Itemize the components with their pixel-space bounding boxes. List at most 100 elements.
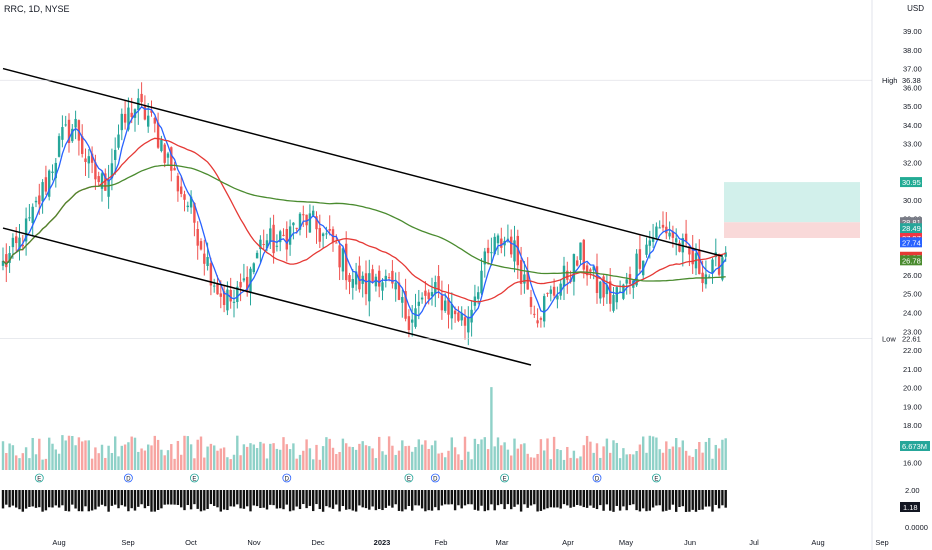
- volume-bar: [533, 457, 536, 470]
- candle-body: [328, 228, 331, 231]
- candle-body: [193, 202, 196, 223]
- oscillator-bar: [206, 490, 209, 510]
- candle-body: [401, 297, 404, 303]
- candle-body: [549, 289, 552, 294]
- oscillator-bar: [140, 490, 143, 505]
- y-tick-label: 32.00: [903, 158, 922, 167]
- candle-body: [64, 124, 67, 126]
- volume-bar: [315, 444, 318, 470]
- volume-bar: [625, 454, 628, 470]
- price-tag: [900, 255, 922, 266]
- volume-bar: [137, 451, 140, 470]
- oscillator-bar: [242, 490, 246, 509]
- candle-body: [338, 245, 341, 268]
- candle-body: [384, 275, 387, 281]
- oscillator-bar: [569, 490, 572, 508]
- candle-body: [5, 254, 8, 268]
- oscillator-bar: [420, 490, 424, 509]
- volume-bar: [288, 449, 292, 470]
- volume-bar: [523, 443, 526, 470]
- price-level-label: High: [882, 76, 897, 85]
- oscillator-bar: [523, 490, 526, 505]
- oscillator-bar: [546, 490, 549, 509]
- volume-bar: [252, 444, 255, 470]
- volume-bar: [605, 438, 609, 470]
- candle-body: [90, 153, 94, 163]
- volume-bar: [87, 440, 90, 470]
- candle-body: [325, 233, 328, 235]
- oscillator-bar: [54, 490, 57, 506]
- oscillator-bar: [477, 490, 480, 511]
- oscillator-bar: [539, 490, 543, 511]
- y-tick-label: 20.00: [903, 384, 922, 393]
- oscillator-bar: [41, 490, 44, 512]
- candle-body: [513, 240, 516, 262]
- candle-body: [282, 234, 285, 236]
- oscillator-bar: [38, 490, 41, 508]
- candle-body: [374, 276, 378, 287]
- oscillator-bar: [638, 490, 642, 512]
- candle-body: [275, 245, 279, 247]
- oscillator-bar: [384, 490, 387, 508]
- x-tick-label: 2023: [374, 538, 391, 547]
- candle-body: [486, 247, 490, 254]
- candle-body: [595, 266, 599, 294]
- candle-body: [721, 257, 724, 280]
- oscillator-bar: [265, 490, 269, 510]
- candle-body: [387, 277, 391, 279]
- volume-bar: [312, 459, 315, 470]
- volume-bar: [503, 442, 506, 470]
- volume-bar: [176, 440, 180, 470]
- volume-bar: [275, 448, 279, 470]
- y-tick-label: 37.00: [903, 65, 922, 74]
- volume-bar: [123, 444, 127, 470]
- volume-bar: [470, 459, 473, 470]
- volume-bar: [394, 454, 397, 470]
- oscillator-bar: [655, 490, 658, 506]
- volume-bar: [48, 437, 51, 470]
- candle-body: [519, 260, 523, 284]
- oscillator-bar: [552, 490, 556, 508]
- volume-bar: [665, 441, 668, 470]
- oscillator-bar: [137, 490, 140, 507]
- candle-body: [34, 200, 38, 203]
- price-tag-value: 27.74: [902, 238, 921, 247]
- oscillator-bar: [249, 490, 252, 512]
- candle-body: [150, 110, 153, 113]
- volume-bar: [467, 451, 470, 470]
- oscillator-bar: [236, 490, 239, 505]
- volume-bar: [206, 446, 209, 470]
- candle-body: [100, 173, 104, 189]
- oscillator-bar: [213, 490, 216, 506]
- volume-bar: [378, 436, 381, 470]
- oscillator-bar: [156, 490, 160, 510]
- oscillator-bar: [31, 490, 34, 507]
- oscillator-bar: [67, 490, 71, 512]
- volume-bar: [239, 455, 242, 470]
- oscillator-bar: [127, 490, 130, 512]
- oscillator-bar: [467, 490, 470, 505]
- volume-bar: [272, 443, 275, 470]
- candle-body: [321, 233, 325, 237]
- candle-body: [602, 276, 605, 298]
- volume-bar: [38, 438, 41, 470]
- oscillator-bar: [288, 490, 292, 512]
- volume-bar: [107, 445, 110, 470]
- volume-bar: [282, 437, 285, 470]
- volume-bar: [226, 457, 229, 470]
- oscillator-bar: [661, 490, 665, 512]
- candle-body: [51, 171, 54, 173]
- candle-body: [312, 210, 315, 216]
- candle-body: [259, 239, 262, 250]
- candle-body: [457, 312, 460, 321]
- volume-bar: [358, 443, 361, 470]
- candle-body: [114, 149, 117, 160]
- oscillator-bar: [166, 490, 170, 505]
- oscillator-bar: [615, 490, 618, 506]
- candle-body: [500, 238, 503, 248]
- candle-body: [477, 292, 480, 299]
- candle-body: [97, 176, 100, 183]
- oscillator-bar: [391, 490, 394, 508]
- oscillator-bar: [24, 490, 28, 509]
